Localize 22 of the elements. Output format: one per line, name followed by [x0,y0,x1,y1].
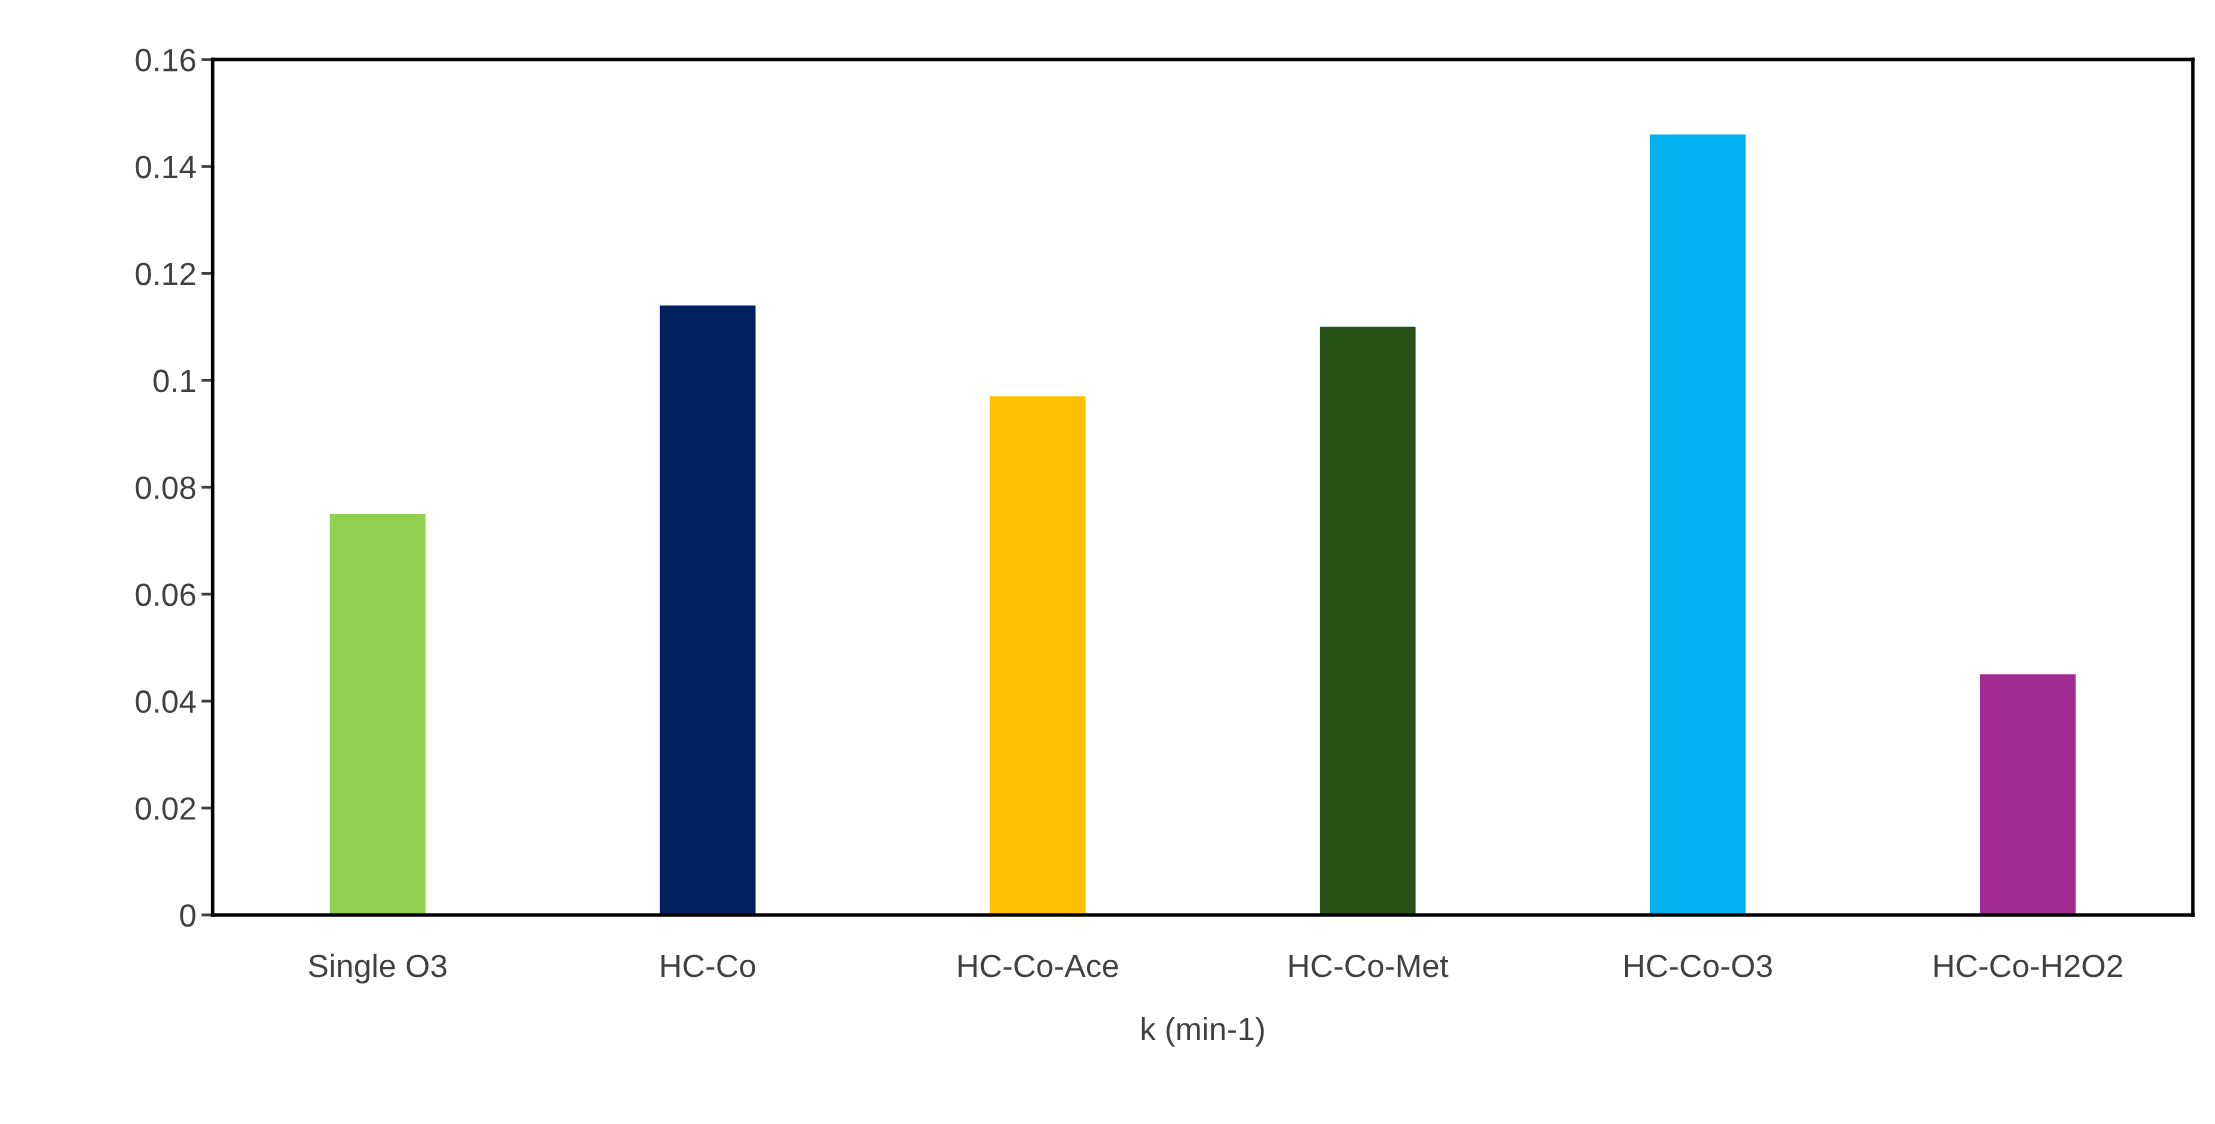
y-tick-label: 0.12 [135,262,196,286]
x-axis-title: k (min-1) [1141,1016,1264,1047]
y-tick-label: 0.1 [153,369,196,393]
x-tick-label: HC-Co [661,954,756,978]
y-tick-label: 0.16 [135,48,196,72]
y-tick-label: 0.02 [135,797,196,820]
bar [659,305,756,915]
x-tick-label: HC-Co-Met [1289,954,1449,978]
y-tick-label: 0.06 [135,583,196,607]
bar [1319,326,1416,915]
y-tick-label: 0.04 [135,690,196,713]
bar [329,513,426,915]
bar [989,396,1086,915]
x-tick-label: Single O3 [308,953,447,984]
x-tick-label: HC-Co-O3 [1624,954,1772,978]
y-tick-label: 0.14 [135,155,196,179]
bar [1979,674,2076,915]
x-tick-label: HC-Co-H2O2 [1934,954,2123,978]
x-tick-label: HC-Co-Ace [958,954,1118,978]
bar [1649,134,1746,915]
y-tick-label: 0.08 [135,476,196,500]
y-tick-label: 0 [180,904,196,927]
